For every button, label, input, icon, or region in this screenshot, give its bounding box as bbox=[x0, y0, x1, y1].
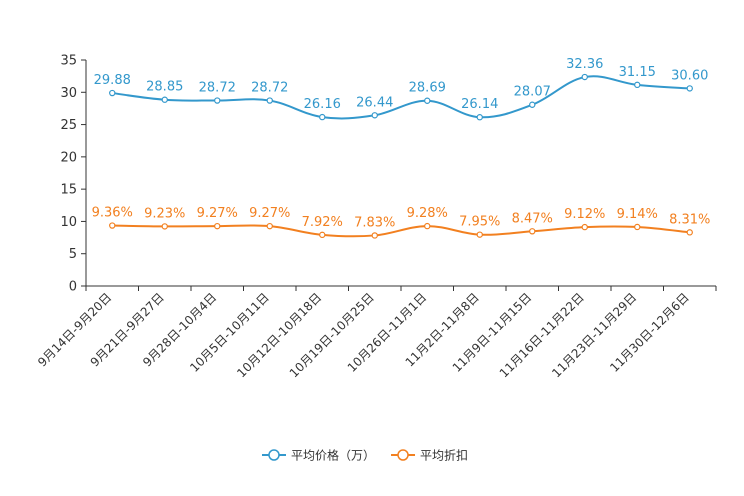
data-point[interactable] bbox=[109, 89, 116, 97]
data-label: 26.14 bbox=[461, 97, 498, 112]
data-label: 28.07 bbox=[514, 85, 551, 100]
data-point[interactable] bbox=[161, 223, 168, 230]
y-tick-label: 30 bbox=[60, 86, 77, 101]
data-label: 29.88 bbox=[94, 73, 131, 88]
data-label: 9.36% bbox=[92, 206, 133, 221]
legend-marker-icon bbox=[397, 449, 409, 461]
series-1: 29.88 28.85 28.72 28.72 26.16 26.44 28.69 26.14… bbox=[94, 57, 708, 121]
legend-label: 平均折扣 bbox=[420, 448, 468, 463]
legend-item-1[interactable]: 平均价格（万） bbox=[262, 448, 375, 463]
y-tick-label: 25 bbox=[60, 118, 77, 133]
data-point[interactable] bbox=[686, 85, 693, 92]
data-label: 7.83% bbox=[354, 215, 395, 230]
y-tick-label: 10 bbox=[60, 215, 77, 230]
data-point[interactable] bbox=[634, 81, 641, 89]
data-label: 31.15 bbox=[619, 65, 656, 80]
data-point[interactable] bbox=[581, 73, 588, 81]
data-label: 28.69 bbox=[409, 81, 446, 96]
y-tick-label: 15 bbox=[60, 183, 77, 198]
data-label: 8.47% bbox=[512, 211, 553, 226]
data-point[interactable] bbox=[529, 101, 536, 108]
data-label: 8.31% bbox=[669, 212, 710, 227]
data-label: 9.12% bbox=[564, 207, 605, 222]
data-point[interactable] bbox=[634, 223, 641, 231]
y-tick-label: 20 bbox=[60, 150, 77, 165]
data-label: 9.27% bbox=[197, 206, 238, 221]
data-point[interactable] bbox=[266, 97, 273, 104]
data-label: 7.95% bbox=[459, 215, 500, 230]
data-point[interactable] bbox=[161, 96, 168, 103]
data-point[interactable] bbox=[214, 97, 221, 104]
y-tick-label: 35 bbox=[60, 54, 77, 69]
data-point[interactable] bbox=[476, 114, 483, 121]
data-point[interactable] bbox=[371, 232, 378, 239]
data-label: 7.92% bbox=[302, 215, 343, 230]
data-point[interactable] bbox=[476, 231, 483, 238]
data-label: 9.23% bbox=[144, 206, 185, 221]
data-point[interactable] bbox=[424, 222, 431, 230]
data-label: 26.16 bbox=[304, 97, 341, 112]
y-tick-label: 5 bbox=[69, 247, 77, 262]
series-2: 9.36% 9.23% 9.27% 9.27% 7.92% 7.83% 9.28% 7.95%… bbox=[92, 206, 710, 239]
chart-legend[interactable]: 平均价格（万） 平均折扣 bbox=[262, 448, 468, 463]
legend-label: 平均价格（万） bbox=[291, 448, 375, 463]
series-line bbox=[112, 224, 690, 238]
data-label: 9.14% bbox=[617, 207, 658, 222]
data-point[interactable] bbox=[109, 222, 116, 229]
data-point[interactable] bbox=[581, 223, 588, 231]
data-label: 28.85 bbox=[146, 80, 183, 95]
data-point[interactable] bbox=[686, 229, 693, 236]
data-point[interactable] bbox=[266, 222, 273, 230]
data-label: 30.60 bbox=[671, 68, 708, 83]
data-label: 28.72 bbox=[251, 81, 288, 96]
data-label: 26.44 bbox=[356, 95, 393, 110]
data-label: 9.28% bbox=[407, 206, 448, 221]
data-point[interactable] bbox=[424, 97, 431, 104]
data-point[interactable] bbox=[371, 112, 378, 119]
data-label: 28.72 bbox=[199, 81, 236, 96]
data-point[interactable] bbox=[214, 222, 221, 230]
y-tick-label: 0 bbox=[69, 280, 77, 295]
legend-item-2[interactable]: 平均折扣 bbox=[391, 448, 468, 463]
legend-marker-icon bbox=[268, 449, 280, 461]
chart-series: 29.88 28.85 28.72 28.72 26.16 26.44 28.69 26.14… bbox=[92, 57, 710, 239]
data-point[interactable] bbox=[319, 231, 326, 239]
data-point[interactable] bbox=[319, 113, 326, 121]
data-label: 9.27% bbox=[249, 206, 290, 221]
series-line bbox=[112, 75, 690, 120]
data-label: 32.36 bbox=[566, 57, 603, 72]
data-point[interactable] bbox=[529, 228, 536, 235]
